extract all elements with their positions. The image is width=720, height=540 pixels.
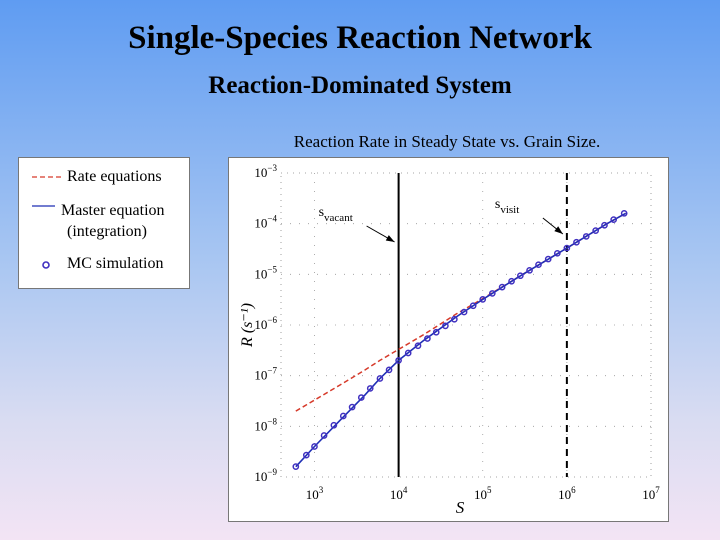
mc-point	[292, 463, 300, 471]
y-tick-label: 10−5	[254, 264, 277, 281]
legend-mc-swatch	[42, 261, 50, 269]
mc-point	[469, 302, 477, 310]
legend-master-sublabel: (integration)	[67, 223, 147, 240]
mc-point	[395, 357, 402, 364]
x-axis-label: S	[456, 498, 465, 517]
mc-point	[460, 308, 468, 316]
series-master-equation	[295, 212, 627, 468]
chart-svg: svacant svisit 103 104 105 106 107 10−3 10−4 10−…	[239, 163, 660, 517]
x-tick-label: 103	[306, 485, 324, 502]
mc-point	[320, 432, 328, 439]
y-tick-label: 10−6	[254, 315, 277, 332]
legend: Rate equations Master equation (integrat…	[18, 157, 190, 289]
mc-point	[488, 290, 496, 297]
x-tick-label: 106	[558, 485, 576, 502]
mc-point	[451, 315, 458, 323]
chart-title: Reaction Rate in Steady State vs. Grain …	[293, 132, 601, 151]
tick-labels: 103 104 105 106 107 10−3 10−4 10−5 10−6 10−7 10−8 1…	[254, 163, 660, 502]
mc-point	[517, 272, 524, 280]
mc-point	[610, 216, 618, 224]
slide-subtitle: Reaction-Dominated System	[208, 72, 512, 99]
mc-point	[330, 421, 338, 429]
mc-point	[339, 412, 347, 420]
mc-point	[424, 335, 431, 342]
mc-point	[432, 328, 440, 336]
legend-mc-label: MC simulation	[67, 255, 164, 272]
arrowhead	[385, 235, 395, 242]
mc-point	[544, 255, 552, 263]
mc-point	[563, 244, 571, 252]
y-tick-label: 10−8	[254, 416, 277, 433]
mc-point	[385, 366, 393, 374]
mc-point	[498, 283, 506, 291]
arrowhead	[554, 226, 563, 234]
mc-point	[526, 266, 533, 274]
y-axis-label: R (s⁻¹)	[239, 303, 256, 348]
mc-point	[573, 238, 580, 246]
mc-point	[508, 277, 515, 285]
mc-point	[535, 261, 542, 269]
mc-point	[376, 375, 384, 382]
legend-master-label: Master equation	[61, 202, 165, 219]
x-tick-label: 107	[642, 485, 660, 502]
plot-panel: svacant svisit 103 104 105 106 107 10−3 10−4 10−…	[228, 157, 669, 522]
x-tick-label: 104	[390, 485, 408, 502]
mc-point	[366, 385, 374, 392]
y-tick-label: 10−7	[254, 366, 277, 383]
mc-point	[311, 443, 318, 450]
slide-title: Single-Species Reaction Network	[128, 20, 592, 56]
mc-point	[302, 451, 310, 459]
series-layer	[292, 209, 628, 471]
legend-symbols	[32, 176, 61, 269]
y-tick-label: 10−9	[254, 467, 277, 484]
mc-point	[601, 221, 608, 229]
vline-label: svisit	[495, 197, 519, 216]
y-tick-label: 10−3	[254, 163, 277, 180]
mc-point	[582, 233, 590, 240]
mc-point	[479, 296, 487, 303]
vline-label: svacant	[319, 205, 353, 224]
x-tick-label: 105	[474, 485, 492, 502]
legend-rate-label: Rate equations	[67, 168, 162, 185]
mc-point	[357, 394, 365, 401]
mc-point	[553, 249, 561, 257]
mc-point	[442, 322, 449, 330]
mc-point	[414, 342, 422, 350]
mc-point	[592, 227, 600, 234]
mc-point	[348, 403, 356, 411]
mc-point	[620, 209, 628, 217]
mc-point	[404, 349, 412, 357]
y-tick-label: 10−4	[254, 214, 277, 231]
